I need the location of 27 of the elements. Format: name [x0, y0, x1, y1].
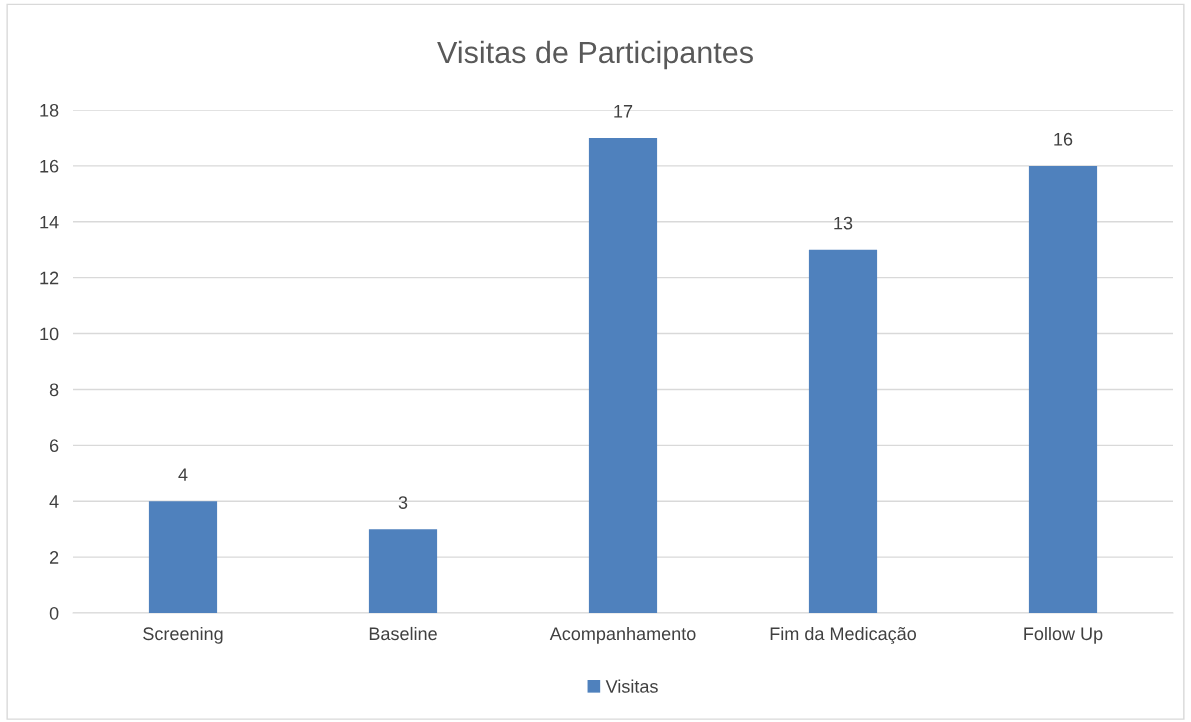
y-tick-label: 0	[49, 606, 59, 620]
y-tick-label: 4	[49, 495, 59, 508]
x-tick-label: Baseline	[369, 626, 437, 641]
bar	[1028, 165, 1098, 613]
y-tick-label: 2	[49, 551, 59, 564]
x-tick-label: Screening	[143, 626, 223, 644]
data-label: 16	[1054, 132, 1073, 146]
y-tick-label: 8	[49, 383, 59, 397]
data-label: 13	[834, 216, 853, 230]
bar	[588, 137, 658, 613]
y-tick-label: 10	[40, 327, 59, 341]
data-label: 17	[614, 105, 633, 118]
y-tick-label: 16	[40, 159, 59, 173]
data-label: 4	[178, 468, 188, 481]
x-tick-label: Acompanhamento	[549, 626, 696, 644]
y-tick-label: 14	[40, 215, 59, 229]
bar	[808, 249, 878, 613]
y-tick-label: 12	[40, 271, 59, 285]
data-label: 3	[398, 496, 408, 509]
y-tick-label: 18	[40, 103, 59, 117]
legend-label: Visitas	[605, 679, 658, 693]
x-tick-label: Follow Up	[1024, 626, 1103, 644]
chart-title: Visitas de Participantes	[437, 40, 753, 70]
y-tick-label: 6	[49, 439, 59, 453]
x-tick-label: Fim da Medicação	[770, 626, 916, 644]
bar	[148, 501, 218, 613]
bar	[368, 529, 438, 613]
